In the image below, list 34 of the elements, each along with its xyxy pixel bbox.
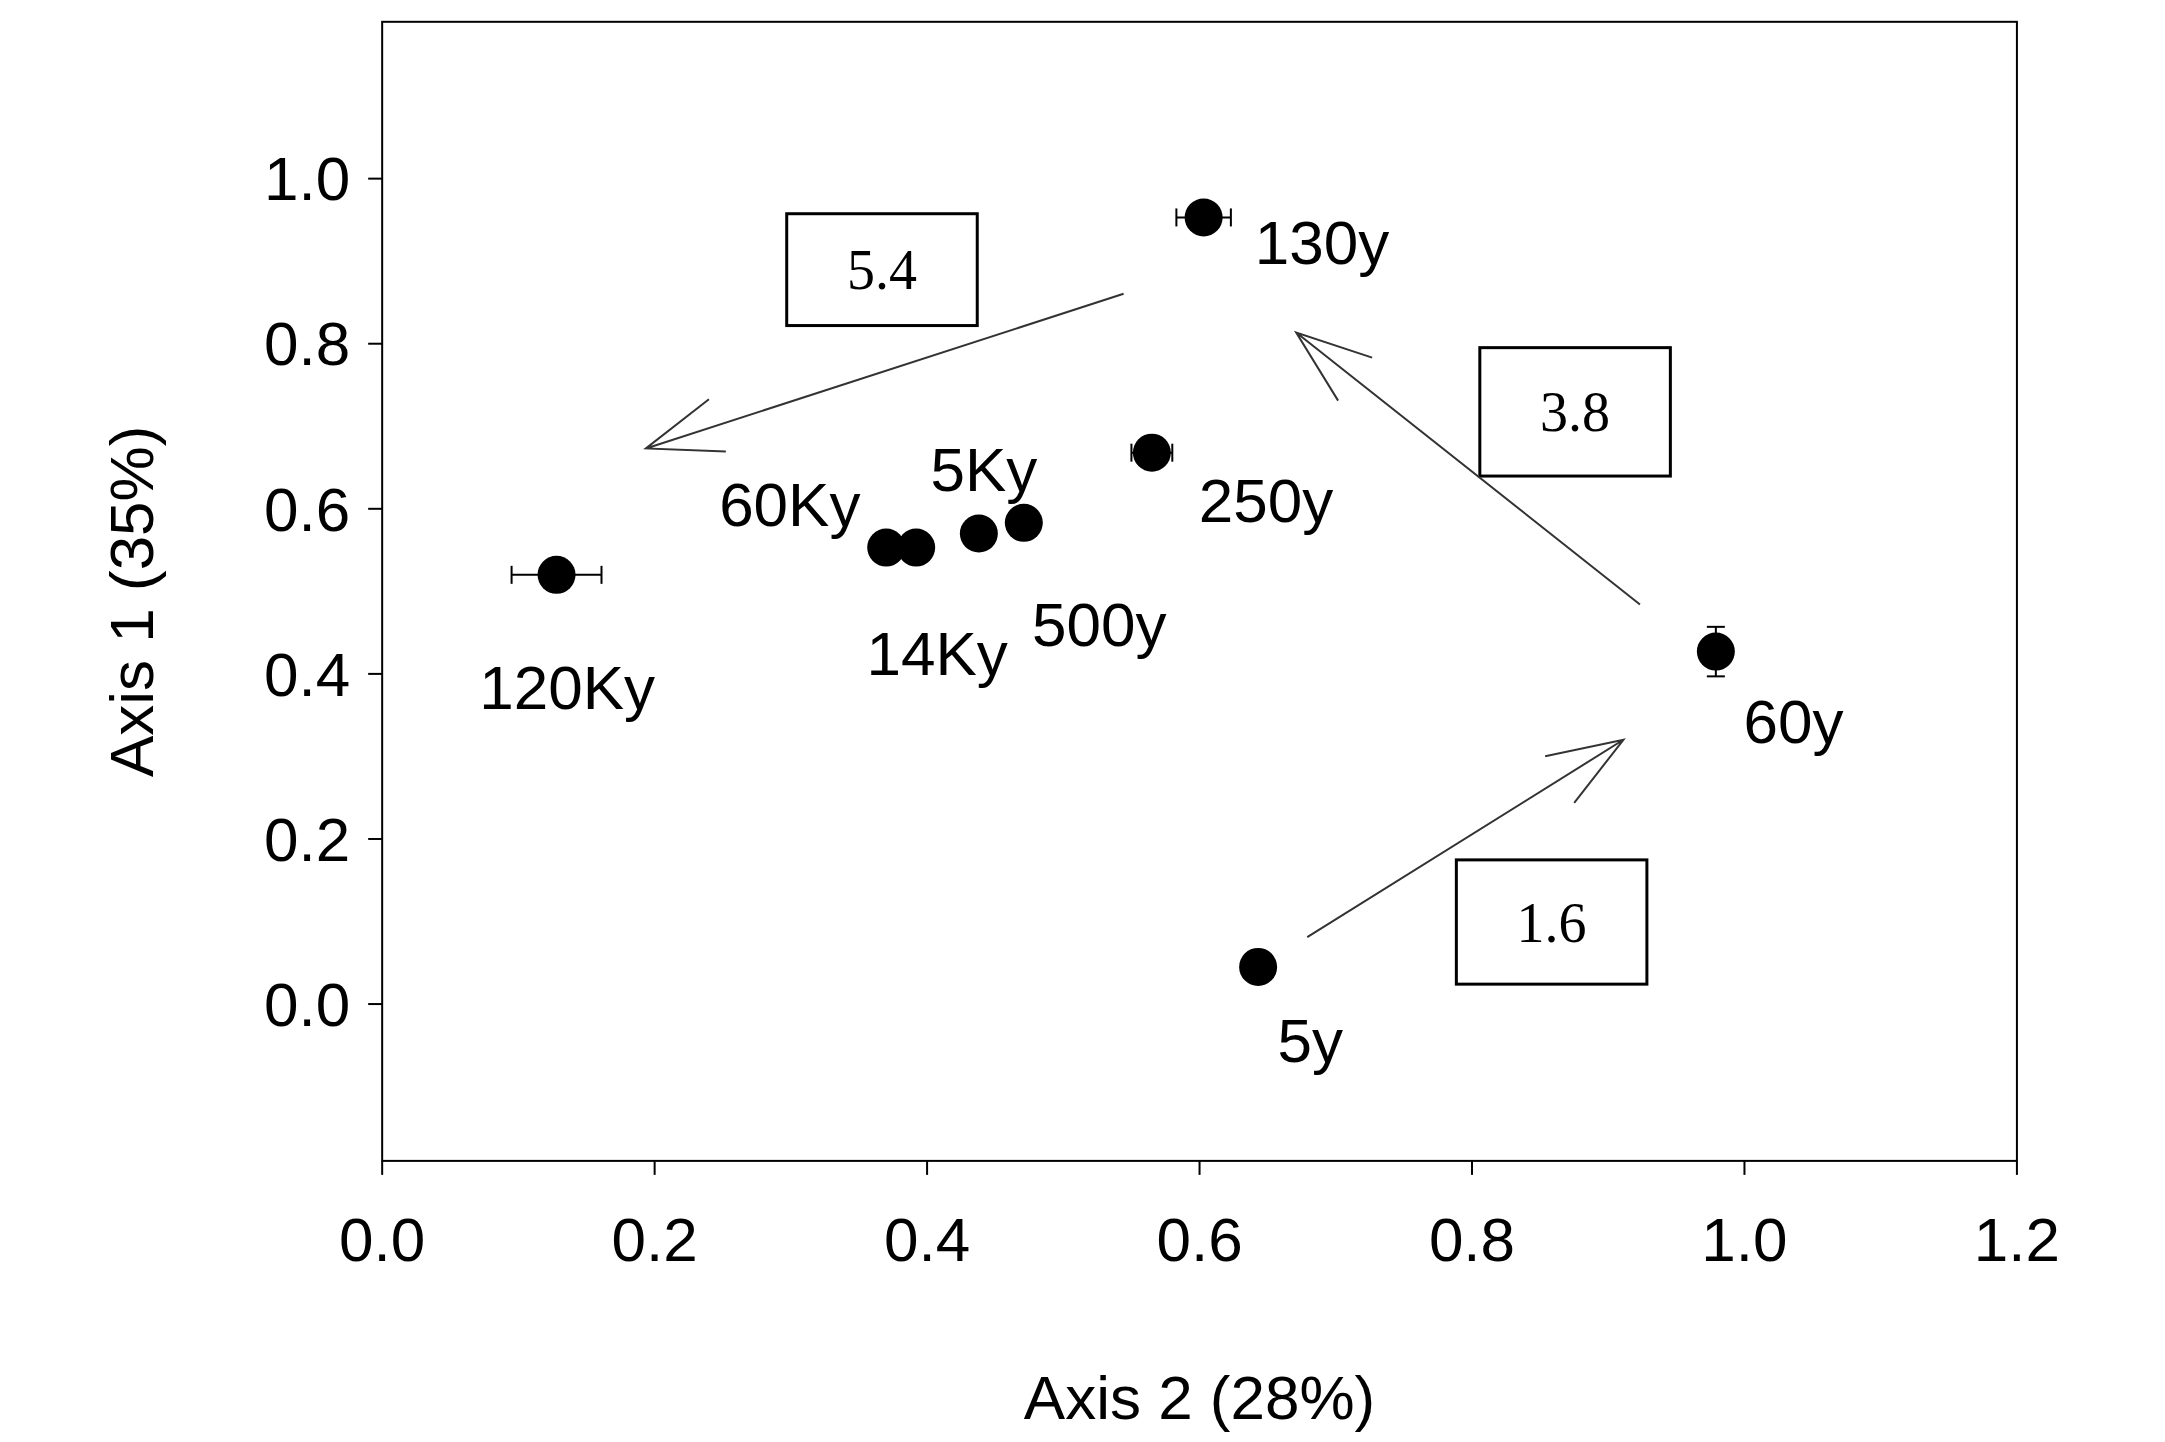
y-axis-title: Axis 1 (35%): [96, 425, 166, 778]
annotation: 120Ky: [479, 652, 656, 722]
point: [1239, 947, 1278, 986]
y-tick-label: 0.2: [263, 804, 351, 874]
annotation: 130y: [1254, 208, 1390, 278]
y-tick-label: 0.6: [263, 474, 351, 544]
x-tick-label: 0.0: [339, 1204, 426, 1274]
annotation: 1.6: [1516, 891, 1587, 954]
x-tick-label: 1.0: [1701, 1204, 1788, 1274]
annotation: 3.8: [1540, 381, 1611, 444]
y-tick-label: 0.4: [263, 639, 351, 709]
annotation: 250y: [1198, 465, 1334, 535]
y-tick-label: 0.8: [263, 309, 351, 379]
point: [537, 555, 576, 594]
point: [1184, 198, 1223, 237]
point: [1696, 632, 1735, 671]
point: [959, 514, 998, 553]
x-tick-label: 1.2: [1973, 1204, 2061, 1274]
annotation: 500y: [1032, 589, 1167, 659]
y-tick-label: 1.0: [263, 144, 351, 214]
annotation: 60y: [1743, 686, 1844, 756]
x-axis-title: Axis 2 (28%): [1023, 1363, 1376, 1433]
y-tick-label: 0.0: [263, 969, 351, 1039]
annotation: 14Ky: [866, 618, 1008, 688]
annotation: 5y: [1277, 1006, 1343, 1076]
x-tick-label: 0.8: [1428, 1204, 1516, 1274]
point: [1004, 503, 1043, 542]
annotation: 5Ky: [930, 434, 1038, 504]
annotation: 60Ky: [719, 469, 861, 539]
x-tick-label: 0.2: [611, 1204, 698, 1274]
point: [1132, 433, 1171, 472]
x-tick-label: 0.6: [1156, 1204, 1243, 1274]
x-tick-label: 0.4: [883, 1204, 971, 1274]
annotation: 5.4: [846, 239, 917, 302]
